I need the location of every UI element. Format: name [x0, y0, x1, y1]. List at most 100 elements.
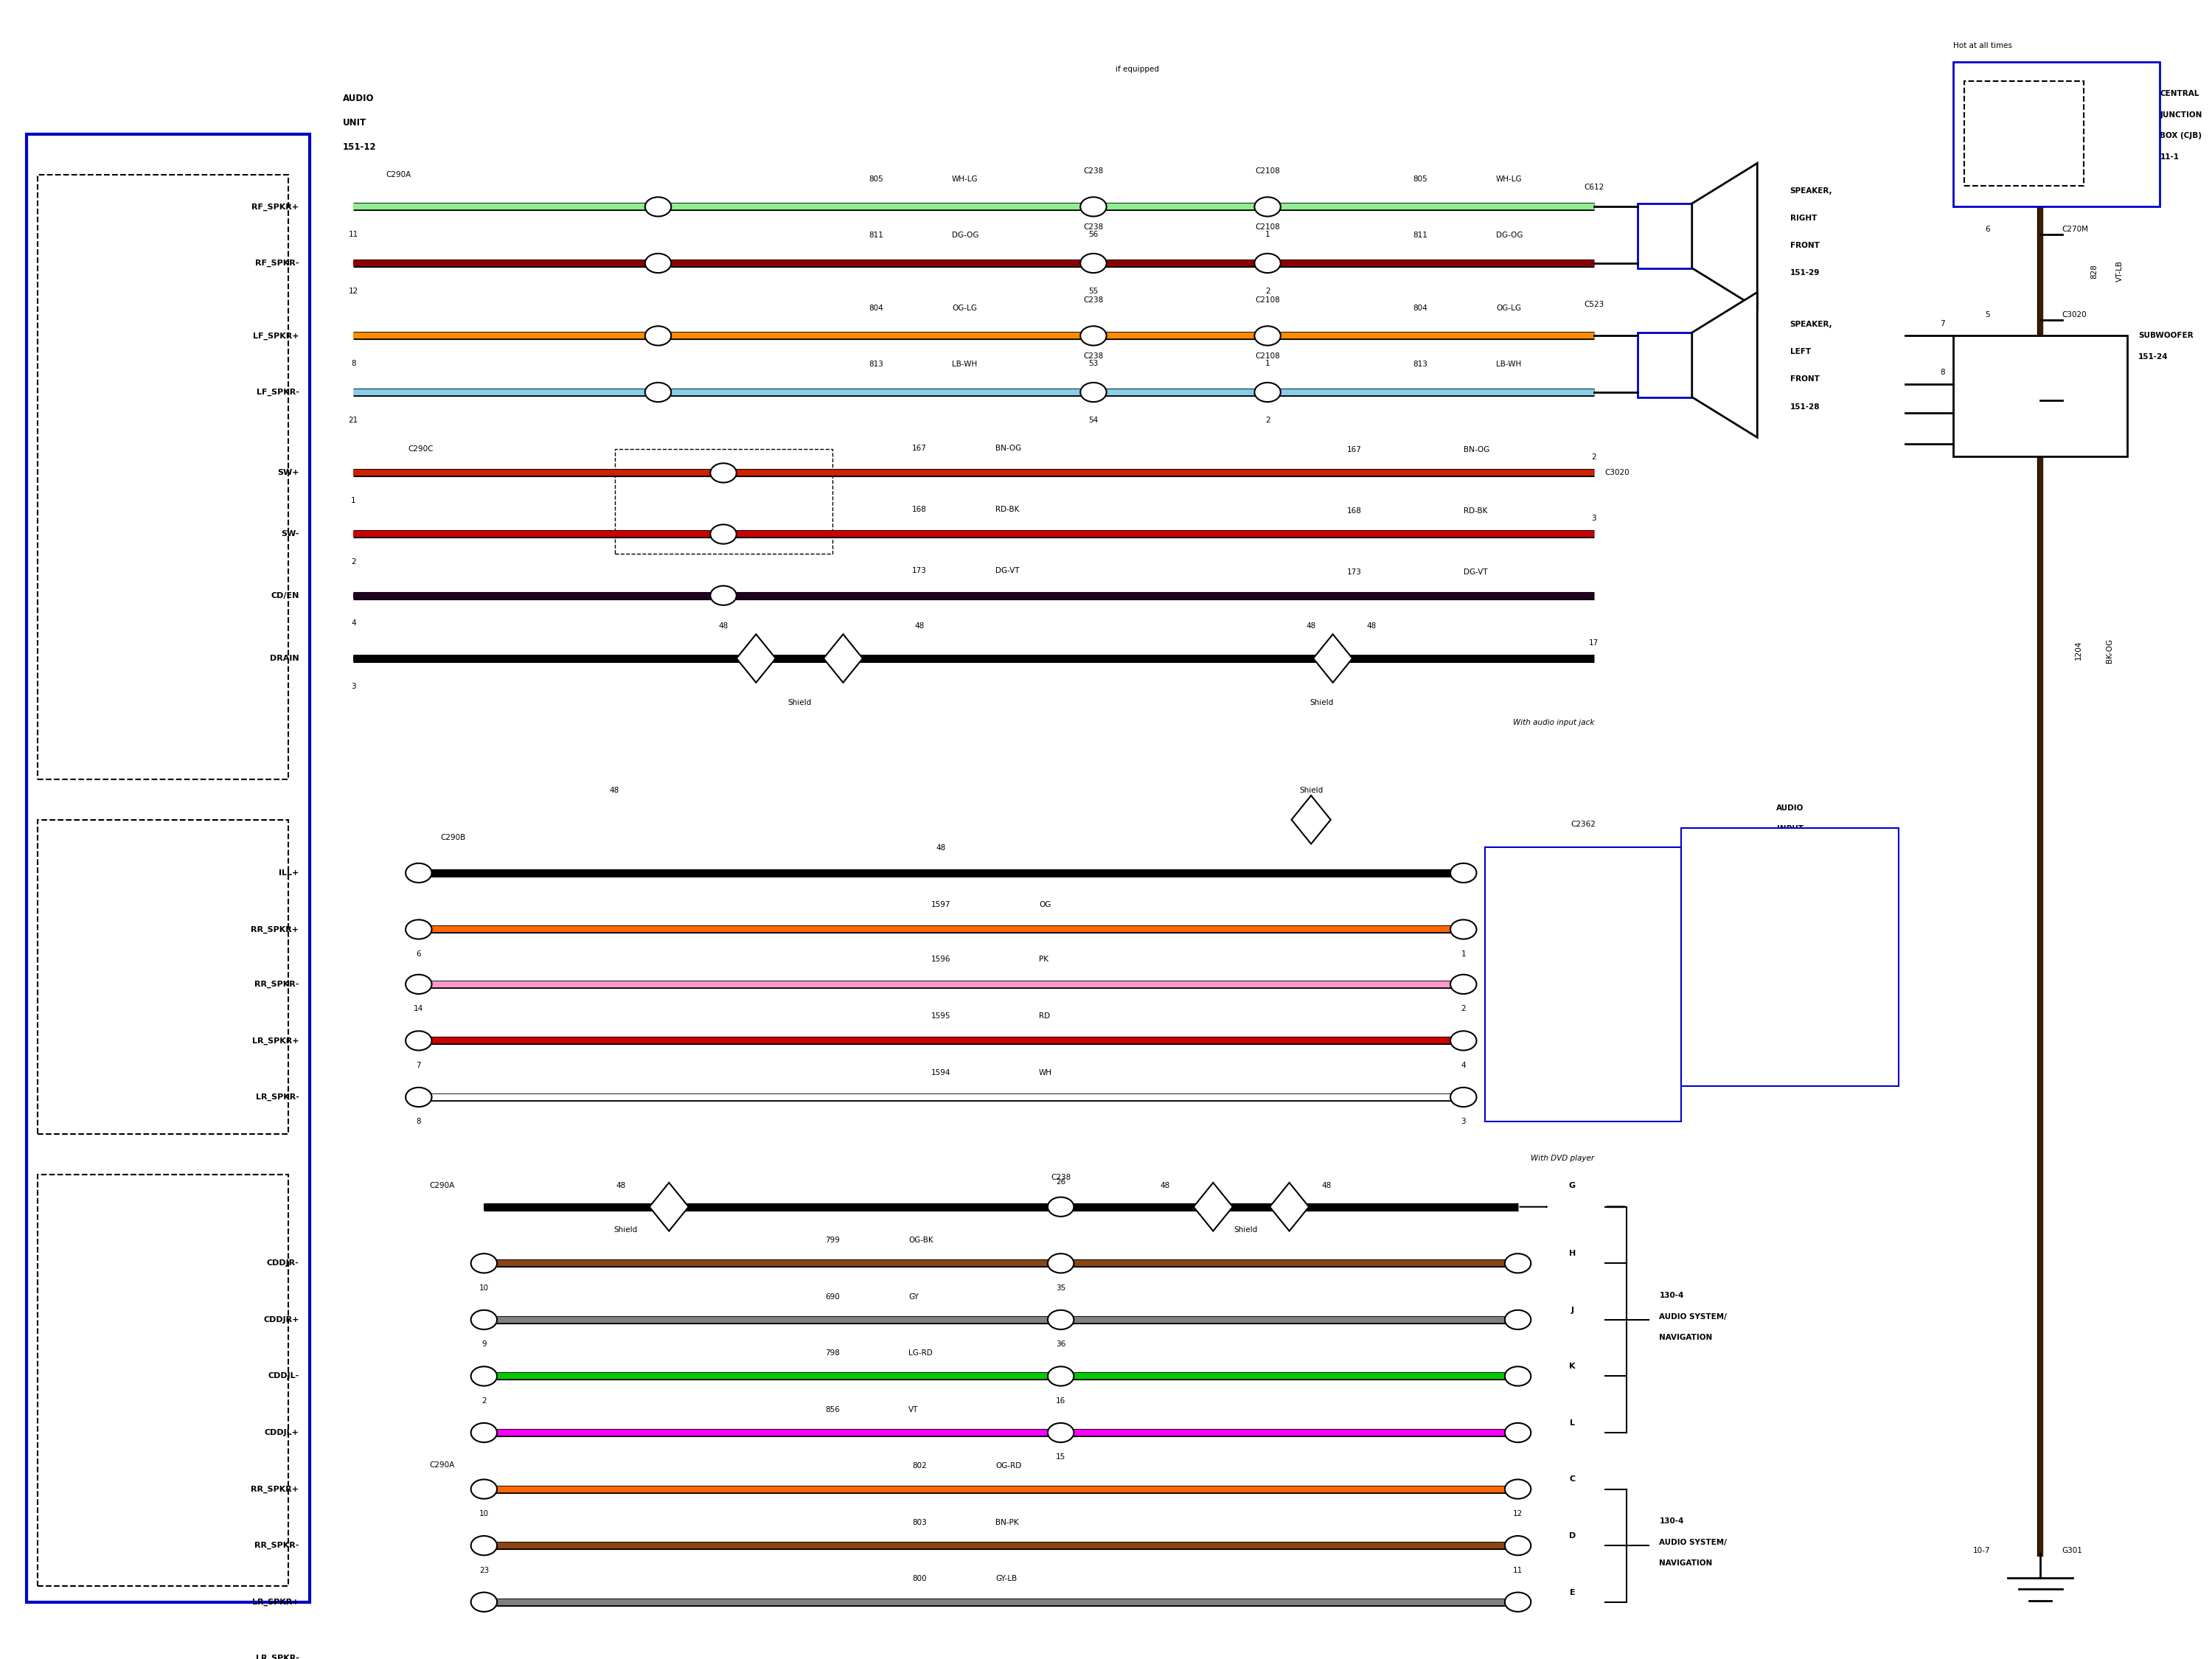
Circle shape	[405, 974, 431, 994]
Text: JUNCTION: JUNCTION	[2159, 111, 2203, 118]
Text: DG-VT: DG-VT	[1464, 569, 1486, 576]
Text: 48: 48	[1367, 622, 1376, 629]
Text: 48: 48	[615, 1183, 626, 1190]
Text: LR_SPKR-: LR_SPKR-	[257, 1654, 299, 1659]
Text: K: K	[1568, 1362, 1575, 1370]
Circle shape	[1504, 1254, 1531, 1272]
Text: RF_SPKR-: RF_SPKR-	[254, 259, 299, 267]
Text: C290A: C290A	[387, 171, 411, 178]
Text: ENABLE: ENABLE	[1986, 410, 2013, 416]
Text: Shield: Shield	[613, 1226, 637, 1234]
Text: C2108: C2108	[1254, 224, 1281, 231]
Circle shape	[1048, 1254, 1073, 1272]
Text: 6: 6	[416, 951, 420, 957]
Text: 798: 798	[825, 1349, 841, 1357]
Text: 14: 14	[414, 1005, 422, 1012]
Circle shape	[1048, 1367, 1073, 1385]
Text: 813: 813	[1413, 360, 1427, 368]
Text: CDDJL+: CDDJL+	[265, 1428, 299, 1437]
Text: WH: WH	[1040, 1068, 1053, 1077]
Text: CD/EN: CD/EN	[270, 592, 299, 599]
Text: 5: 5	[1986, 312, 1991, 319]
Text: 55: 55	[1088, 287, 1099, 295]
Circle shape	[646, 383, 670, 401]
Text: 54: 54	[1088, 416, 1099, 423]
Text: 811: 811	[869, 232, 883, 239]
Circle shape	[1079, 254, 1106, 272]
Text: 828: 828	[2090, 264, 2097, 279]
Text: RR_SPKR-: RR_SPKR-	[254, 1541, 299, 1550]
Polygon shape	[1314, 634, 1352, 682]
Text: BN-OG: BN-OG	[1464, 446, 1489, 453]
Text: Shield: Shield	[787, 698, 812, 707]
Text: VT-LB: VT-LB	[2117, 260, 2124, 282]
Text: Shield: Shield	[1298, 786, 1323, 795]
Circle shape	[1504, 1423, 1531, 1442]
Text: C2362: C2362	[1571, 821, 1595, 828]
Text: 2: 2	[1593, 453, 1597, 461]
Text: 8: 8	[352, 360, 356, 367]
Text: C3020: C3020	[2062, 312, 2086, 319]
Text: RR_SPKR+: RR_SPKR+	[250, 1485, 299, 1493]
Text: C523: C523	[1584, 300, 1604, 309]
Text: 2: 2	[1986, 397, 1991, 405]
Text: 2: 2	[1460, 1005, 1467, 1012]
Text: FRONT: FRONT	[1790, 242, 1818, 249]
Text: BK-OG: BK-OG	[2106, 639, 2112, 662]
Text: SW+: SW+	[276, 469, 299, 476]
Circle shape	[1451, 974, 1475, 994]
Text: Hot at all times: Hot at all times	[1953, 41, 2013, 50]
FancyBboxPatch shape	[1953, 61, 2159, 207]
Text: 804: 804	[1413, 304, 1427, 312]
Text: C612: C612	[1584, 182, 1604, 191]
Text: UNIT: UNIT	[343, 118, 367, 128]
Polygon shape	[1270, 1183, 1310, 1231]
Text: C270M: C270M	[2062, 226, 2088, 232]
Text: NAVIGATION: NAVIGATION	[1659, 1334, 1712, 1340]
Text: C290B: C290B	[440, 834, 467, 841]
Text: 173: 173	[911, 567, 927, 574]
Circle shape	[471, 1593, 498, 1611]
FancyBboxPatch shape	[1637, 204, 1692, 269]
Text: 1: 1	[1265, 231, 1270, 239]
Text: GND: GND	[1986, 441, 2002, 448]
Circle shape	[471, 1480, 498, 1498]
Text: OG-RD: OG-RD	[995, 1462, 1022, 1470]
Text: 168: 168	[1347, 508, 1363, 514]
Text: OG-LG: OG-LG	[951, 304, 978, 312]
Text: NAVIGATION: NAVIGATION	[1659, 1559, 1712, 1568]
Text: 1595: 1595	[931, 1012, 951, 1020]
Text: 1: 1	[1265, 360, 1270, 367]
Text: SUBWOOFER: SUBWOOFER	[2139, 332, 2194, 340]
Text: Shield: Shield	[1234, 1226, 1259, 1234]
Text: D: D	[1568, 1533, 1575, 1540]
Text: LF_SPKR-: LF_SPKR-	[257, 388, 299, 397]
Text: 811: 811	[1413, 232, 1427, 239]
Text: 2: 2	[1265, 416, 1270, 423]
Text: WH-LG: WH-LG	[951, 176, 978, 182]
Text: LG-RD: LG-RD	[909, 1349, 933, 1357]
Circle shape	[471, 1311, 498, 1329]
Text: 2: 2	[1265, 287, 1270, 295]
Text: 48: 48	[1307, 622, 1316, 629]
Text: 4: 4	[352, 620, 356, 627]
Text: With audio input jack: With audio input jack	[1513, 720, 1595, 727]
Circle shape	[710, 586, 737, 606]
Circle shape	[471, 1254, 498, 1272]
Text: CDDJR+: CDDJR+	[263, 1316, 299, 1324]
FancyBboxPatch shape	[1953, 335, 2128, 456]
Text: RR_SPKR+: RR_SPKR+	[1725, 906, 1761, 912]
Text: AUDIO SYSTEM/: AUDIO SYSTEM/	[1659, 1538, 1728, 1546]
Text: AUDIO: AUDIO	[343, 95, 374, 103]
Text: 48: 48	[1159, 1183, 1170, 1190]
Text: GY-LB: GY-LB	[995, 1576, 1018, 1583]
Text: 2: 2	[482, 1397, 487, 1405]
Text: 7: 7	[1940, 320, 1944, 328]
Circle shape	[471, 1536, 498, 1554]
Text: 813: 813	[869, 360, 883, 368]
Text: C238: C238	[1051, 1175, 1071, 1181]
Circle shape	[1254, 327, 1281, 345]
Text: J: J	[1571, 1306, 1573, 1314]
Text: 2: 2	[352, 559, 356, 566]
Text: 167: 167	[1347, 446, 1363, 453]
